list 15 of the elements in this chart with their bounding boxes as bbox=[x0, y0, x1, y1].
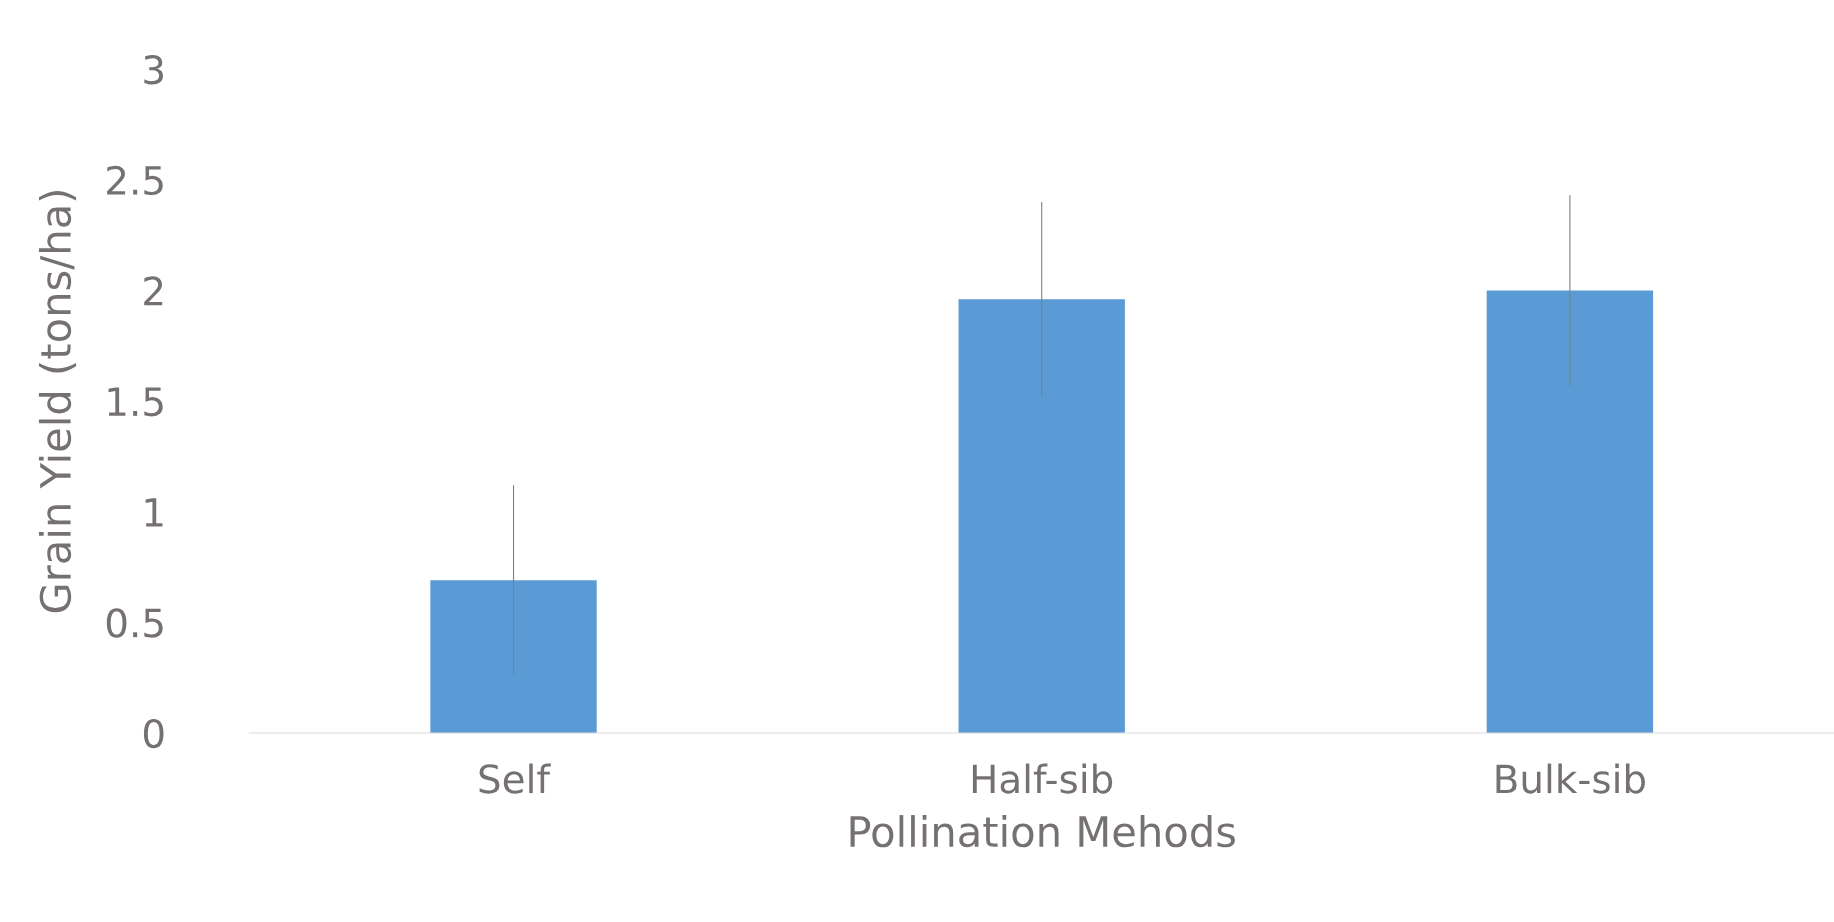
y-tick-label: 2.5 bbox=[107, 165, 163, 196]
bar bbox=[430, 580, 597, 733]
y-tick-label: 1 bbox=[145, 498, 163, 527]
x-tick-label: Self bbox=[479, 763, 551, 794]
y-tick-label: 2 bbox=[144, 276, 163, 306]
y-tick-label: 3 bbox=[144, 55, 163, 85]
x-tick-label: Bulk-sib bbox=[1496, 763, 1645, 794]
bar bbox=[958, 299, 1125, 733]
y-tick-label: 1.5 bbox=[108, 387, 163, 417]
y-tick-label: 0 bbox=[143, 718, 164, 749]
y-axis-title: Grain Yield (tons/ha) bbox=[38, 191, 77, 613]
y-tick-label: 0.5 bbox=[106, 608, 163, 638]
bar bbox=[1486, 290, 1654, 733]
x-axis-title: Pollination Mehods bbox=[850, 815, 1235, 848]
x-tick-label: Half-sib bbox=[972, 763, 1113, 794]
